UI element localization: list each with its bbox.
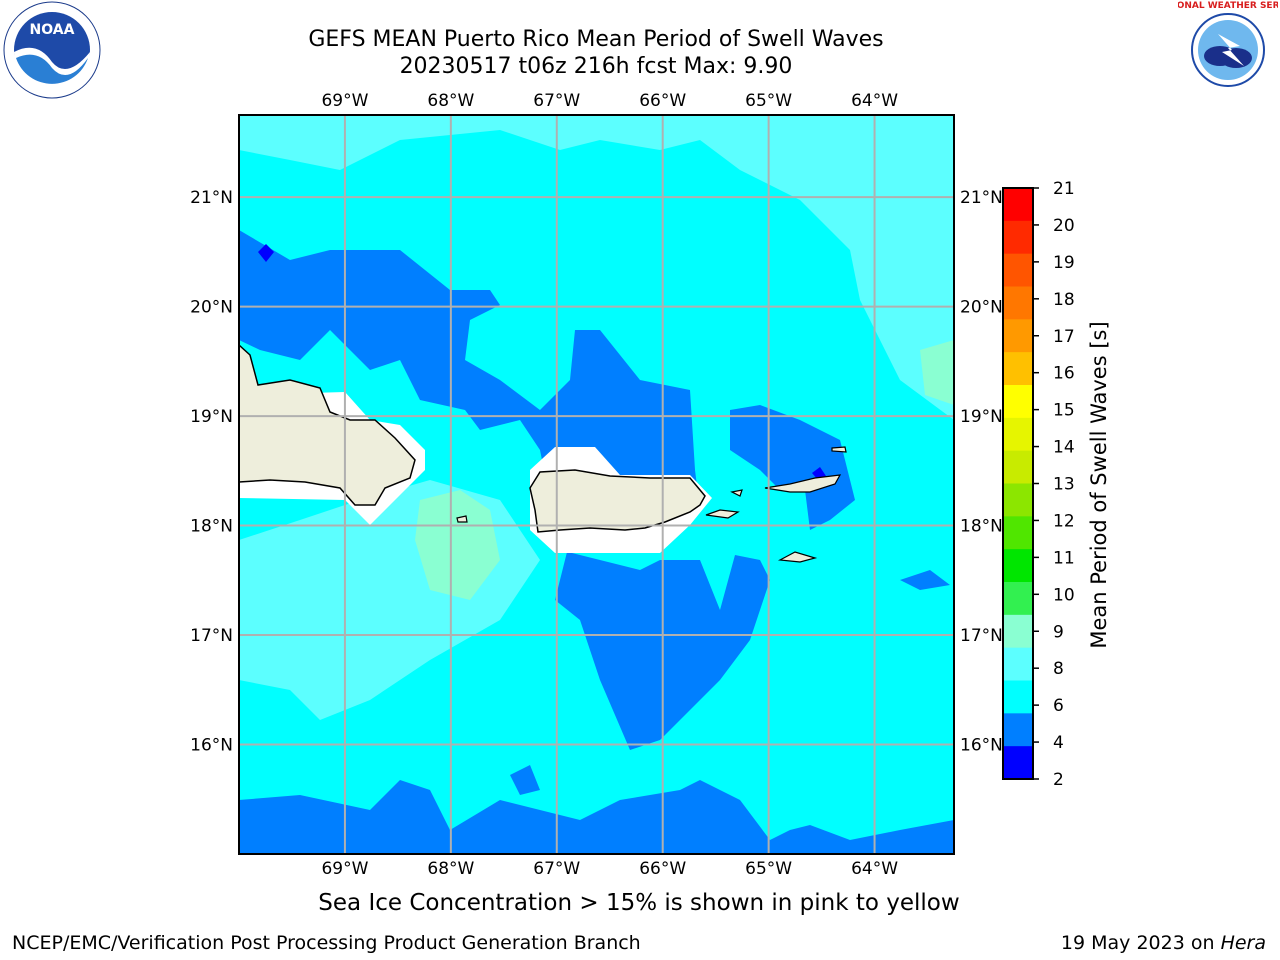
sea-ice-note: Sea Ice Concentration > 15% is shown in … [318,890,960,916]
lat-label-left: 21°N [190,188,233,208]
colorbar-segment [1003,680,1033,714]
colorbar-tick-label: 4 [1053,733,1064,753]
map-area [239,115,954,854]
lat-label-left: 19°N [190,407,233,427]
colorbar-tick-label: 21 [1053,179,1075,199]
lon-labels-top: 69°W 68°W 67°W 66°W 65°W 64°W [321,91,898,111]
chart-title: GEFS MEAN Puerto Rico Mean Period of Swe… [308,27,884,52]
lon-label-top: 66°W [639,91,686,111]
lat-label-right: 16°N [960,736,1003,756]
colorbar-tick-label: 20 [1053,216,1075,236]
colorbar-tick-label: 15 [1053,401,1075,421]
credit-host: Hera [1220,932,1266,954]
lon-label-top: 69°W [321,91,368,111]
st-croix-island [777,551,818,563]
map-frame [238,114,955,855]
contour-2-4-spot [258,244,274,262]
lat-label-right: 21°N [960,188,1003,208]
colorbar-tick-label: 9 [1053,622,1064,642]
colorbar-tick-label: 19 [1053,253,1075,273]
chart-subtitle: 20230517 t06z 216h fcst Max: 9.90 [399,54,793,79]
colorbar-segment [1003,352,1033,386]
lat-labels-right: 21°N 20°N 19°N 18°N 17°N 16°N [960,188,1003,755]
colorbar-segment [1003,253,1033,287]
contour-8-9-north [239,115,954,420]
contour-4-6-east [900,570,950,590]
mona-island [456,515,468,523]
lat-label-right: 19°N [960,407,1003,427]
colorbar-segment [1003,417,1033,452]
contour-4-6-virgin-islands [730,405,855,530]
lat-label-right: 20°N [960,298,1003,318]
vieques-island [705,509,740,519]
lon-label-bottom: 64°W [851,859,898,879]
colorbar-tick-label: 16 [1053,364,1075,384]
colorbar-tick-label: 11 [1053,548,1075,568]
colorbar-tick-label: 18 [1053,290,1075,310]
colorbar-tick-label: 12 [1053,511,1075,531]
colorbar: 21 20 19 18 17 16 15 14 13 12 11 10 9 8 6 4 2 [1002,179,1075,790]
colorbar-segment [1003,516,1033,550]
colorbar-segment [1003,647,1033,681]
lon-label-top: 68°W [427,91,474,111]
colorbar-segment [1003,319,1033,353]
credit-left: NCEP/EMC/Verification Post Processing Pr… [12,932,641,954]
nws-logo: NATIONAL WEATHER SERVICE [1178,1,1278,98]
colorbar-segment [1003,286,1033,320]
noaa-logo: NOAA [3,1,101,99]
contour-9-10-region [415,490,500,600]
culebra-island [730,489,743,497]
colorbar-segment [1003,746,1033,780]
colorbar-tick-label: 17 [1053,327,1075,347]
colorbar-segment [1003,713,1033,747]
lon-label-bottom: 65°W [745,859,792,879]
lat-labels-left: 21°N 20°N 19°N 18°N 17°N 16°N [190,188,233,755]
colorbar-segment [1003,582,1033,616]
colorbar-tick-label: 10 [1053,585,1075,605]
st-thomas-island [764,474,842,493]
colorbar-segment [1003,220,1033,255]
credit-right: 19 May 2023 on Hera [1061,932,1266,954]
colorbar-segment [1003,614,1033,649]
colorbar-tick-label: 13 [1053,475,1075,495]
colorbar-segment [1003,188,1033,222]
colorbar-segment [1003,450,1033,484]
credit-date: 19 May 2023 on [1060,932,1221,954]
contour-4-6-patch [510,765,540,795]
lat-label-left: 20°N [190,298,233,318]
colorbar-segment [1003,549,1033,583]
contour-4-6-south [239,780,954,854]
contour-4-6-north [239,230,770,750]
colorbar-tick-label: 2 [1053,770,1064,790]
lon-label-top: 64°W [851,91,898,111]
lon-label-bottom: 66°W [639,859,686,879]
colorbar-tick-label: 8 [1053,659,1064,679]
lat-label-left: 18°N [190,517,233,537]
nws-logo-text: NATIONAL WEATHER SERVICE [1178,1,1278,11]
puerto-rico-land [529,469,706,533]
colorbar-segment [1003,385,1033,419]
lon-label-bottom: 69°W [321,859,368,879]
colorbar-tick-label: 6 [1053,696,1064,716]
lon-label-bottom: 67°W [533,859,580,879]
lon-label-top: 67°W [533,91,580,111]
lon-labels-bottom: 69°W 68°W 67°W 66°W 65°W 64°W [321,859,898,879]
colorbar-tick-label: 14 [1053,438,1075,458]
gridlines [239,115,954,854]
noaa-logo-text: NOAA [30,22,75,38]
lon-label-bottom: 68°W [427,859,474,879]
colorbar-segment [1003,483,1033,517]
lat-label-right: 17°N [960,626,1003,646]
lon-label-top: 65°W [745,91,792,111]
colorbar-label: Mean Period of Swell Waves [s] [1087,321,1111,648]
contour-9-10-east [920,340,954,405]
lat-label-left: 16°N [190,736,233,756]
anegada-island [831,446,847,453]
lat-label-right: 18°N [960,517,1003,537]
hispaniola-land [239,343,416,506]
lat-label-left: 17°N [190,626,233,646]
